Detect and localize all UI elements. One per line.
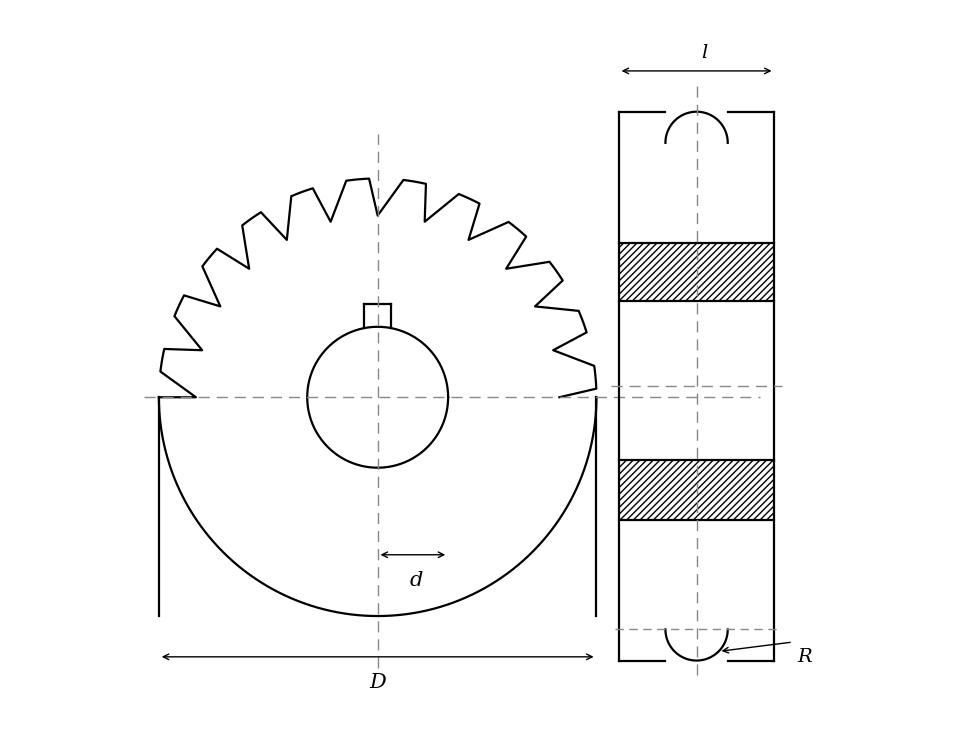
- Text: D: D: [369, 674, 386, 692]
- Polygon shape: [618, 243, 774, 301]
- Text: d: d: [409, 571, 423, 590]
- Polygon shape: [618, 460, 774, 520]
- Text: l: l: [701, 44, 707, 62]
- Text: R: R: [796, 648, 812, 666]
